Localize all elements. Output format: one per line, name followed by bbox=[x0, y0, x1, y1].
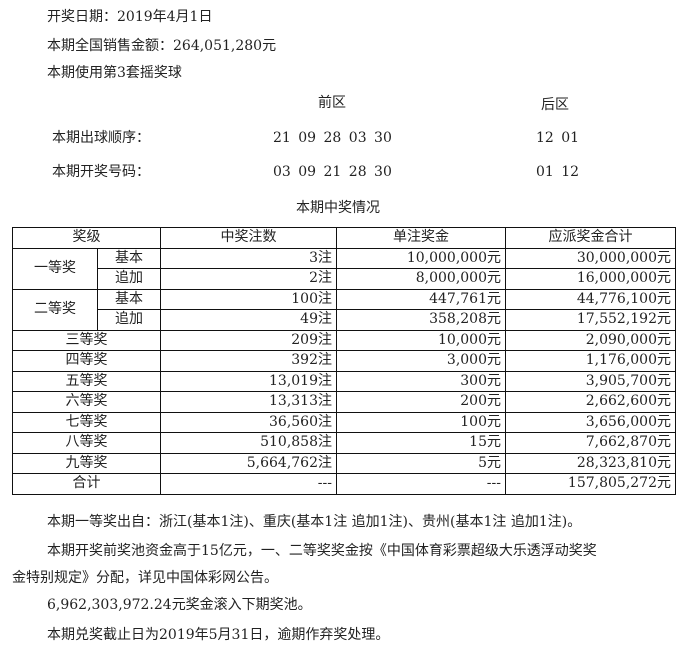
prize-cell: 10,000,000元 bbox=[336, 247, 506, 269]
total-cell: 1,176,000元 bbox=[505, 350, 676, 372]
tier-cell: 三等奖 bbox=[12, 329, 161, 351]
header-tier: 奖级 bbox=[12, 227, 161, 249]
prize-cell: 10,000元 bbox=[336, 329, 506, 351]
sub-tier-cell: 基本 bbox=[97, 247, 161, 269]
ball-set: 本期使用第3套摇奖球 bbox=[47, 65, 182, 81]
front-zone-label: 前区 bbox=[318, 95, 346, 111]
tier-cell: 合计 bbox=[12, 473, 161, 495]
tier-cell: 二等奖 bbox=[12, 288, 98, 331]
sales-amount: 本期全国销售金额：264,051,280元 bbox=[47, 38, 277, 54]
tier-cell: 一等奖 bbox=[12, 247, 98, 290]
prize-cell: 8,000,000元 bbox=[336, 268, 506, 290]
prize-cell: 300元 bbox=[336, 370, 506, 392]
result-back: 01 12 bbox=[536, 164, 580, 180]
count-cell: 2注 bbox=[160, 268, 337, 290]
table-row: 一等奖 基本 3注 10,000,000元 30,000,000元 bbox=[12, 247, 676, 290]
count-cell: 100注 bbox=[160, 288, 337, 310]
back-zone-label: 后区 bbox=[541, 97, 569, 113]
total-cell: 3,905,700元 bbox=[505, 370, 676, 392]
count-cell: 5,664,762注 bbox=[160, 452, 337, 474]
first-prize-origin: 本期一等奖出自：浙江(基本1注)、重庆(基本1注 追加1注)、贵州(基本1注 追… bbox=[47, 514, 582, 530]
count-cell: --- bbox=[160, 473, 337, 495]
total-cell: 157,805,272元 bbox=[505, 473, 676, 495]
tier-cell: 九等奖 bbox=[12, 452, 161, 474]
table-row: 六等奖 13,313注 200元 2,662,600元 bbox=[12, 391, 676, 413]
table-header-row: 奖级 中奖注数 单注奖金 应派奖金合计 bbox=[12, 227, 676, 249]
header-total: 应派奖金合计 bbox=[505, 227, 676, 249]
tier-cell: 七等奖 bbox=[12, 411, 161, 433]
table-row: 三等奖 209注 10,000元 2,090,000元 bbox=[12, 329, 676, 351]
tier-cell: 五等奖 bbox=[12, 370, 161, 392]
table-row: 八等奖 510,858注 15元 7,662,870元 bbox=[12, 432, 676, 454]
sub-tier-cell: 追加 bbox=[97, 309, 161, 331]
tier-cell: 六等奖 bbox=[12, 391, 161, 413]
total-cell: 3,656,000元 bbox=[505, 411, 676, 433]
draw-order-front: 21 09 28 03 30 bbox=[273, 130, 392, 146]
prize-cell: 15元 bbox=[336, 432, 506, 454]
prize-cell: 358,208元 bbox=[336, 309, 506, 331]
count-cell: 49注 bbox=[160, 309, 337, 331]
sub-tier-cell: 基本 bbox=[97, 288, 161, 310]
table-row: 七等奖 36,560注 100元 3,656,000元 bbox=[12, 411, 676, 433]
sub-tier-cell: 追加 bbox=[97, 268, 161, 290]
table-row: 追加 2注 8,000,000元 16,000,000元 bbox=[13, 268, 676, 290]
total-cell: 16,000,000元 bbox=[505, 268, 676, 290]
count-cell: 13,313注 bbox=[160, 391, 337, 413]
prize-cell: 200元 bbox=[336, 391, 506, 413]
prize-cell: --- bbox=[336, 473, 506, 495]
count-cell: 3注 bbox=[160, 247, 337, 269]
table-row: 九等奖 5,664,762注 5元 28,323,810元 bbox=[12, 452, 676, 474]
total-cell: 28,323,810元 bbox=[505, 452, 676, 474]
prize-cell: 447,761元 bbox=[336, 288, 506, 310]
table-row: 四等奖 392注 3,000元 1,176,000元 bbox=[12, 350, 676, 372]
total-cell: 44,776,100元 bbox=[505, 288, 676, 310]
total-cell: 17,552,192元 bbox=[505, 309, 676, 331]
draw-order-back: 12 01 bbox=[536, 130, 580, 146]
table-row: 二等奖 基本 100注 447,761元 44,776,100元 bbox=[12, 288, 676, 331]
pool-note-line1: 本期开奖前奖池资金高于15亿元，一、二等奖奖金按《中国体育彩票超级大乐透浮动奖奖 bbox=[47, 543, 597, 559]
count-cell: 13,019注 bbox=[160, 370, 337, 392]
prize-cell: 100元 bbox=[336, 411, 506, 433]
count-cell: 36,560注 bbox=[160, 411, 337, 433]
total-cell: 2,662,600元 bbox=[505, 391, 676, 413]
draw-order-label: 本期出球顺序： bbox=[52, 130, 150, 146]
draw-date: 开奖日期：2019年4月1日 bbox=[47, 9, 213, 25]
table-row: 五等奖 13,019注 300元 3,905,700元 bbox=[12, 370, 676, 392]
count-cell: 209注 bbox=[160, 329, 337, 351]
pool-note-line2: 金特别规定》分配，详见中国体彩网公告。 bbox=[12, 570, 278, 586]
prize-cell: 5元 bbox=[336, 452, 506, 474]
table-total-row: 合计 --- --- 157,805,272元 bbox=[12, 473, 676, 495]
table-row: 追加 49注 358,208元 17,552,192元 bbox=[13, 309, 676, 331]
prize-cell: 3,000元 bbox=[336, 350, 506, 372]
result-label: 本期开奖号码： bbox=[52, 164, 150, 180]
rollover-note: 6,962,303,972.24元奖金滚入下期奖池。 bbox=[47, 597, 312, 613]
total-cell: 7,662,870元 bbox=[505, 432, 676, 454]
tier-cell: 八等奖 bbox=[12, 432, 161, 454]
header-prize: 单注奖金 bbox=[336, 227, 506, 249]
table-title: 本期中奖情况 bbox=[296, 200, 380, 216]
prize-table: 奖级 中奖注数 单注奖金 应派奖金合计 一等奖 基本 3注 10,000,000… bbox=[12, 227, 676, 495]
count-cell: 510,858注 bbox=[160, 432, 337, 454]
deadline-note: 本期兑奖截止日为2019年5月31日，逾期作弃奖处理。 bbox=[47, 627, 390, 643]
result-front: 03 09 21 28 30 bbox=[273, 164, 392, 180]
total-cell: 2,090,000元 bbox=[505, 329, 676, 351]
count-cell: 392注 bbox=[160, 350, 337, 372]
header-count: 中奖注数 bbox=[160, 227, 337, 249]
total-cell: 30,000,000元 bbox=[505, 247, 676, 269]
tier-cell: 四等奖 bbox=[12, 350, 161, 372]
